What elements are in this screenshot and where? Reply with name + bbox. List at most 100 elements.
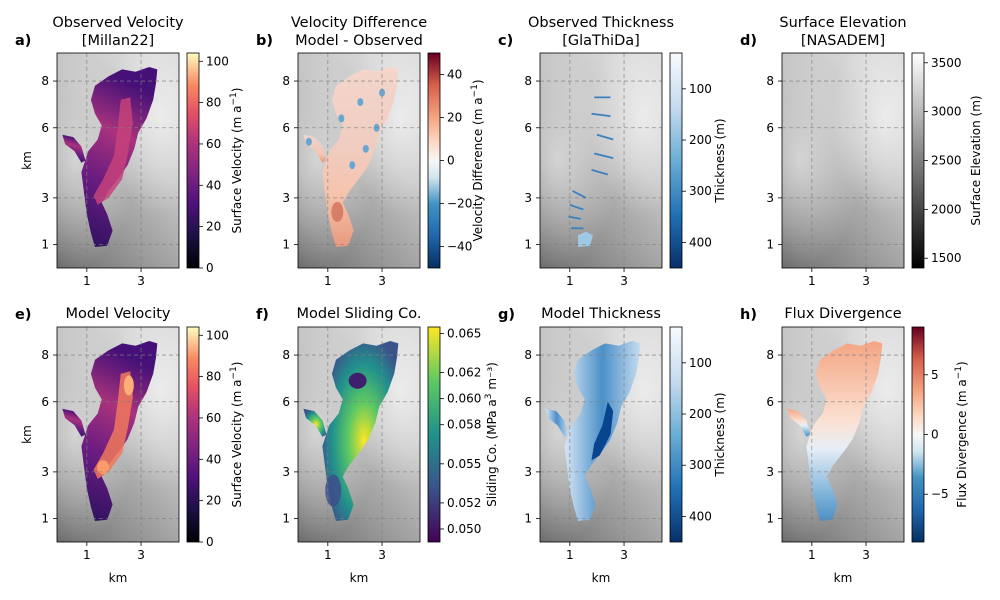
y-tick-label: 1	[524, 512, 532, 526]
panel-h: 8 6 3 1 1 3 km Flux Divergence h) −5 0 5 Flux Diverg…	[740, 306, 969, 585]
colorbar-tick-label: 100	[206, 54, 229, 68]
glacier-field	[322, 341, 399, 521]
colorbar-tick-label: 400	[689, 235, 712, 249]
positive-difference-patch	[331, 201, 344, 222]
x-tick-label: 1	[324, 548, 332, 562]
colorbar-tick-label: 0.050	[447, 522, 481, 536]
x-axis-label: km	[109, 571, 128, 585]
y-tick-label: 3	[766, 465, 774, 479]
panel-title: [GlaThiDa]	[562, 33, 640, 49]
colorbar-tick-label: 300	[689, 184, 712, 198]
axes-frame	[56, 326, 180, 543]
fast-flow-peak	[123, 375, 134, 396]
negative-difference-patch	[349, 161, 356, 170]
panel-a: 8 6 3 1 1 3 km Observed Velocity [Millan22] a) 0 20…	[15, 15, 244, 288]
colorbar-tick-label: 0.058	[447, 418, 481, 432]
colorbar	[911, 52, 925, 269]
y-tick-label: 1	[282, 512, 290, 526]
colorbar-tick-label: 20	[447, 111, 462, 125]
panel-title: Observed Velocity	[52, 15, 184, 31]
deep-ice-zone	[591, 401, 614, 461]
y-tick-label: 3	[41, 191, 49, 205]
colorbar-tick-label: 0.065	[447, 327, 481, 341]
axes-frame	[781, 326, 905, 543]
y-tick-label: 6	[41, 121, 49, 135]
y-tick-label: 6	[766, 121, 774, 135]
low-sliding-zone	[325, 474, 342, 507]
axes-frame	[297, 52, 421, 269]
y-tick-label: 3	[282, 191, 290, 205]
panel-title: Model - Observed	[295, 33, 423, 49]
x-axis-label: km	[350, 571, 369, 585]
colorbar	[669, 326, 683, 543]
fast-flow-peak	[97, 460, 110, 475]
colorbar-label: Surface Velocity (m a−1)	[229, 88, 244, 234]
x-axis-label: km	[592, 571, 611, 585]
panel-letter: a)	[15, 33, 31, 49]
y-tick-label: 3	[41, 465, 49, 479]
colorbar-label: Surface Velocity (m a−1)	[229, 362, 244, 508]
colorbar-tick-label: 100	[689, 82, 712, 96]
thickness-survey-track	[569, 204, 584, 211]
panel-letter: g)	[498, 307, 515, 323]
y-tick-label: 1	[766, 512, 774, 526]
y-tick-label: 8	[41, 348, 49, 362]
x-tick-label: 1	[566, 274, 574, 288]
y-tick-label: 8	[282, 348, 290, 362]
negative-difference-patch	[357, 98, 364, 107]
y-tick-label: 3	[766, 191, 774, 205]
panel-title: Model Velocity	[65, 306, 170, 322]
y-tick-label: 8	[766, 74, 774, 88]
colorbar-tick-label: 100	[689, 356, 712, 370]
panel-letter: e)	[15, 307, 31, 323]
x-tick-label: 1	[83, 548, 91, 562]
x-axis-label: km	[834, 571, 853, 585]
colorbar-tick-label: 40	[447, 68, 462, 82]
colorbar	[427, 52, 441, 269]
y-tick-label: 8	[524, 348, 532, 362]
colorbar-tick-label: 300	[689, 458, 712, 472]
colorbar-tick-label: 0.060	[447, 392, 481, 406]
y-tick-label: 1	[41, 512, 49, 526]
colorbar-tick-label: 80	[206, 370, 221, 384]
colorbar	[427, 326, 441, 543]
panel-title: Flux Divergence	[784, 306, 901, 322]
glacier-field	[322, 67, 399, 247]
panel-letter: c)	[498, 33, 513, 49]
colorbar-tick-label: 60	[206, 137, 221, 151]
panel-f: 8 6 3 1 1 3 km Model Sliding Co. f) 0.050 0.052 0.0…	[256, 306, 499, 585]
colorbar-tick-label: 0.055	[447, 457, 481, 471]
glacier-tributary	[787, 408, 811, 437]
panel-title: Model Thickness	[541, 306, 661, 322]
x-tick-label: 3	[620, 548, 628, 562]
colorbar-label: Thickness (m)	[713, 118, 727, 203]
x-tick-label: 1	[324, 274, 332, 288]
y-tick-label: 1	[41, 238, 49, 252]
y-axis-label: km	[20, 151, 34, 170]
fast-flow-core	[93, 371, 133, 479]
x-tick-label: 3	[378, 274, 386, 288]
colorbar-tick-label: 5	[931, 368, 939, 382]
colorbar-tick-label: 100	[206, 328, 229, 342]
panel-d: 8 6 3 1 1 3 Surface Elevation [NASADEM] d) 1500 20…	[740, 15, 983, 288]
colorbar-tick-label: 2500	[931, 154, 962, 168]
panel-e: 8 6 3 1 1 3 km km Model Velocity e) 0 20 40 60 80 100 Su…	[15, 306, 244, 585]
panel-g: 8 6 3 1 1 3 km Model Thickness g) 100 200 300 400 Thi…	[498, 306, 727, 585]
y-tick-label: 3	[282, 465, 290, 479]
axes-frame	[56, 52, 180, 269]
glacier-tributary	[62, 134, 86, 163]
y-axis-label: km	[20, 425, 34, 444]
colorbar-tick-label: 60	[206, 411, 221, 425]
panel-c: 8 6 3 1 1 3 Observed Thickness [GlaThiDa] c) 100 2…	[498, 15, 727, 288]
panel-title: Model Sliding Co.	[297, 306, 422, 322]
y-tick-label: 6	[766, 395, 774, 409]
panel-title: Observed Thickness	[528, 15, 674, 31]
axes-frame	[539, 326, 663, 543]
x-tick-label: 3	[862, 274, 870, 288]
colorbar-tick-label: 0.052	[447, 496, 481, 510]
x-tick-label: 1	[566, 548, 574, 562]
colorbar	[186, 52, 200, 269]
negative-difference-patch	[305, 137, 312, 146]
colorbar-tick-label: 400	[689, 509, 712, 523]
